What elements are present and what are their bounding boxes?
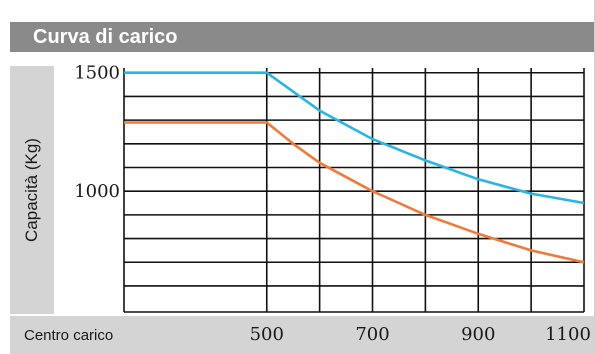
y-tick-label-1000: 1000	[74, 181, 120, 202]
y-tick-label-1500: 1500	[74, 63, 120, 84]
chart-grid	[123, 68, 585, 313]
x-tick-label-700: 700	[355, 324, 389, 345]
series-line-1	[124, 71, 585, 205]
y-axis-band	[10, 66, 54, 314]
x-tick-label-1100: 1100	[545, 324, 591, 345]
chart-panel	[10, 0, 595, 354]
chart-ticks: 1500 1000 500 700 900 1100	[74, 63, 591, 345]
x-axis-label: Centro carico	[24, 327, 114, 344]
series-line-2	[124, 121, 585, 264]
x-axis-band: Centro carico	[10, 316, 594, 354]
chart-title: Curva di carico	[33, 26, 178, 48]
x-tick-label-900: 900	[461, 324, 495, 345]
chart-header: Curva di carico	[10, 22, 594, 52]
chart-lines	[124, 71, 585, 264]
x-tick-label-500: 500	[250, 324, 284, 345]
